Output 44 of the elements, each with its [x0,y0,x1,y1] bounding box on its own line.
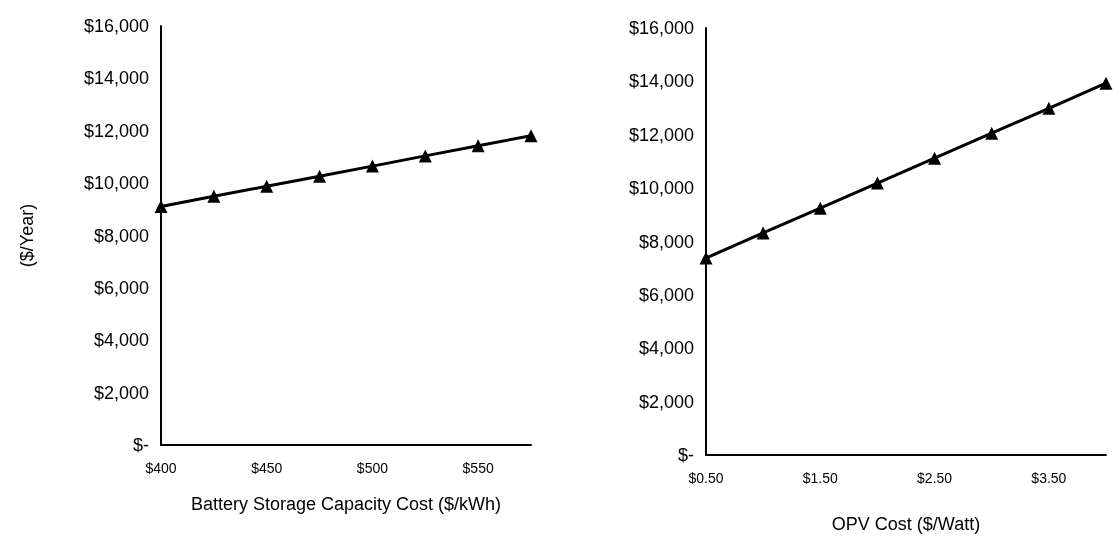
x-tick-label: $400 [145,460,177,476]
point [418,149,432,163]
x-tick-label: $450 [251,460,283,476]
y-tick-label: $12,000 [628,124,694,145]
point [1099,76,1113,90]
y-tick-label: $2,000 [93,382,149,403]
x-axis-title: Battery Storage Capacity Cost ($/kWh) [190,494,502,514]
point [699,251,713,265]
point [365,159,379,173]
x-axis-title: OPV Cost ($/Watt) [831,514,981,534]
y-tick-label: $- [677,445,694,465]
y-axis-title: ($/Year) [17,203,37,268]
point [471,139,485,153]
point [813,201,827,215]
point [1042,101,1056,115]
y-tick-label: $6,000 [93,277,149,298]
point [756,226,770,240]
y-tick-label: $8,000 [638,231,694,252]
y-tick-label: $4,000 [93,330,149,351]
point [985,126,999,140]
x-tick-label: $500 [356,460,389,476]
x-tick-label: $1.50 [802,470,839,486]
point [207,189,221,203]
y-tick-label: $6,000 [638,284,694,305]
y-tick-label: $- [132,435,149,455]
x-tick-label: $3.50 [1031,470,1067,486]
y-tick-label: $4,000 [638,338,694,359]
point [870,176,884,190]
y-tick-label: $16,000 [628,18,694,38]
point [313,169,327,183]
x-tick-label: $550 [462,460,494,476]
y-tick-label: $16,000 [83,16,149,36]
y-tick-label: $14,000 [628,71,694,92]
y-tick-label: $8,000 [93,225,149,246]
x-tick-label: $2.50 [917,470,953,486]
y-tick-label: $10,000 [628,178,694,199]
y-tick-label: $10,000 [83,173,149,194]
point [260,179,274,193]
y-tick-label: $12,000 [83,120,149,141]
y-tick-label: $2,000 [638,391,694,412]
point [524,129,538,143]
x-tick-label: $0.50 [688,470,724,486]
y-tick-label: $14,000 [83,68,149,89]
point [928,151,942,165]
